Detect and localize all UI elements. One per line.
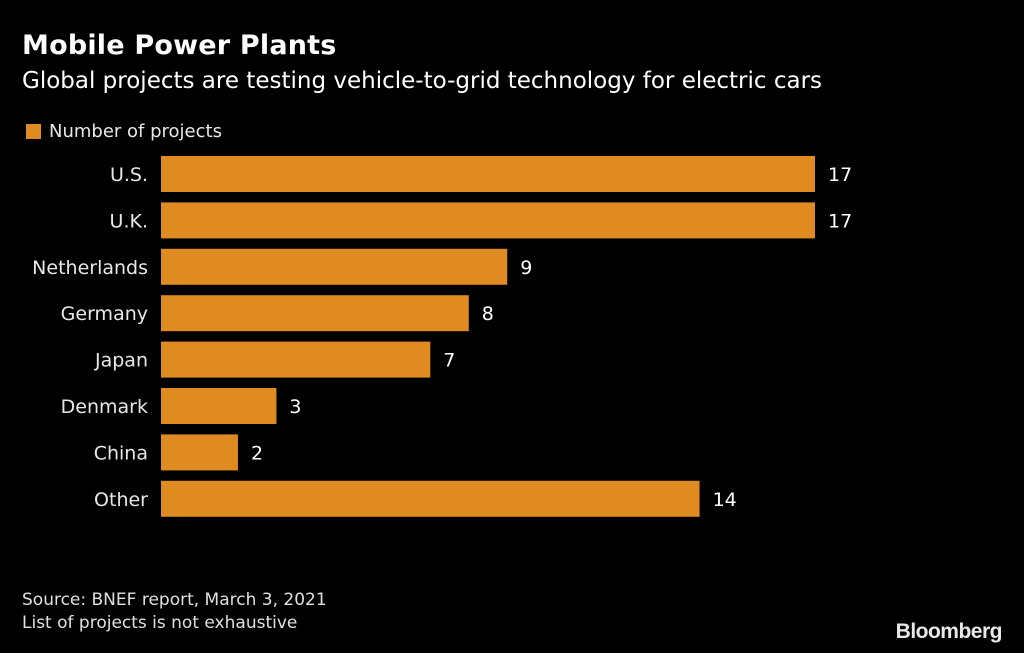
bar-denmark <box>161 388 277 424</box>
bar-china <box>161 434 238 471</box>
value-label: 2 <box>251 442 263 464</box>
value-label: 17 <box>828 164 852 186</box>
source-text: Source: BNEF report, March 3, 2021 <box>22 590 327 610</box>
footnote-text: List of projects is not exhaustive <box>22 613 298 633</box>
bar-germany <box>161 295 469 332</box>
category-label: China <box>94 442 148 464</box>
chart-title: Mobile Power Plants <box>22 30 337 61</box>
legend-swatch <box>26 124 41 139</box>
bloomberg-logo: Bloomberg <box>895 620 1003 643</box>
bar-us <box>161 156 815 192</box>
bar-uk <box>161 202 815 239</box>
category-label: Japan <box>94 350 148 372</box>
category-label: Germany <box>61 303 148 325</box>
value-label: 3 <box>289 396 301 418</box>
value-label: 17 <box>828 210 852 232</box>
value-label: 7 <box>443 350 455 372</box>
chart-subtitle: Global projects are testing vehicle-to-g… <box>22 68 823 94</box>
value-label: 14 <box>713 489 737 511</box>
bar-netherlands <box>161 248 508 285</box>
category-label: Netherlands <box>32 257 148 279</box>
legend-label: Number of projects <box>49 121 222 142</box>
bar-japan <box>161 341 431 378</box>
value-label: 8 <box>482 303 494 325</box>
category-label: U.S. <box>110 164 148 186</box>
legend: Number of projects <box>26 121 222 142</box>
category-label: U.K. <box>110 210 148 232</box>
bar-other <box>161 480 700 517</box>
category-label: Denmark <box>61 396 148 418</box>
category-label: Other <box>94 489 148 511</box>
source-note: Source: BNEF report, March 3, 2021 List … <box>22 589 327 635</box>
value-label: 9 <box>520 257 532 279</box>
